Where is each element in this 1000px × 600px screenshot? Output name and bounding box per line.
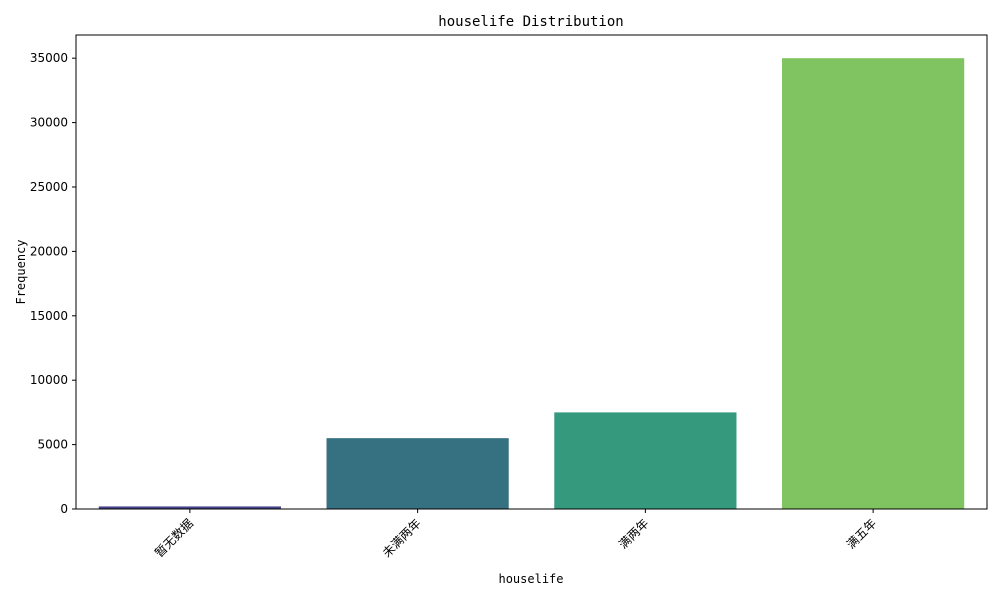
bar-1 — [98, 506, 281, 509]
bar-4 — [782, 58, 965, 509]
y-tick-label: 25000 — [30, 180, 68, 194]
y-tick-label: 0 — [60, 502, 68, 516]
x-axis: 暂无数据 未满两年 满两年 满五年 — [151, 509, 879, 560]
x-tick-label: 满两年 — [616, 516, 651, 551]
x-tick-label: 未满两年 — [380, 516, 424, 560]
x-tick-label: 满五年 — [844, 516, 879, 551]
chart-title: houselife Distribution — [438, 14, 623, 30]
y-axis-label: Frequency — [14, 239, 28, 304]
y-tick-label: 30000 — [30, 116, 68, 130]
bar-2 — [326, 438, 509, 509]
y-tick-label: 5000 — [37, 438, 68, 452]
bar-3 — [554, 412, 737, 509]
y-tick-label: 15000 — [30, 309, 68, 323]
y-tick-label: 35000 — [30, 51, 68, 65]
x-axis-label: houselife — [498, 572, 563, 586]
y-axis: 0 5000 10000 15000 20000 25000 30000 35000 — [30, 51, 76, 516]
y-tick-label: 20000 — [30, 244, 68, 258]
x-tick-label: 暂无数据 — [151, 516, 196, 561]
y-tick-label: 10000 — [30, 373, 68, 387]
bars-group — [98, 58, 965, 509]
plot-frame — [75, 34, 988, 510]
